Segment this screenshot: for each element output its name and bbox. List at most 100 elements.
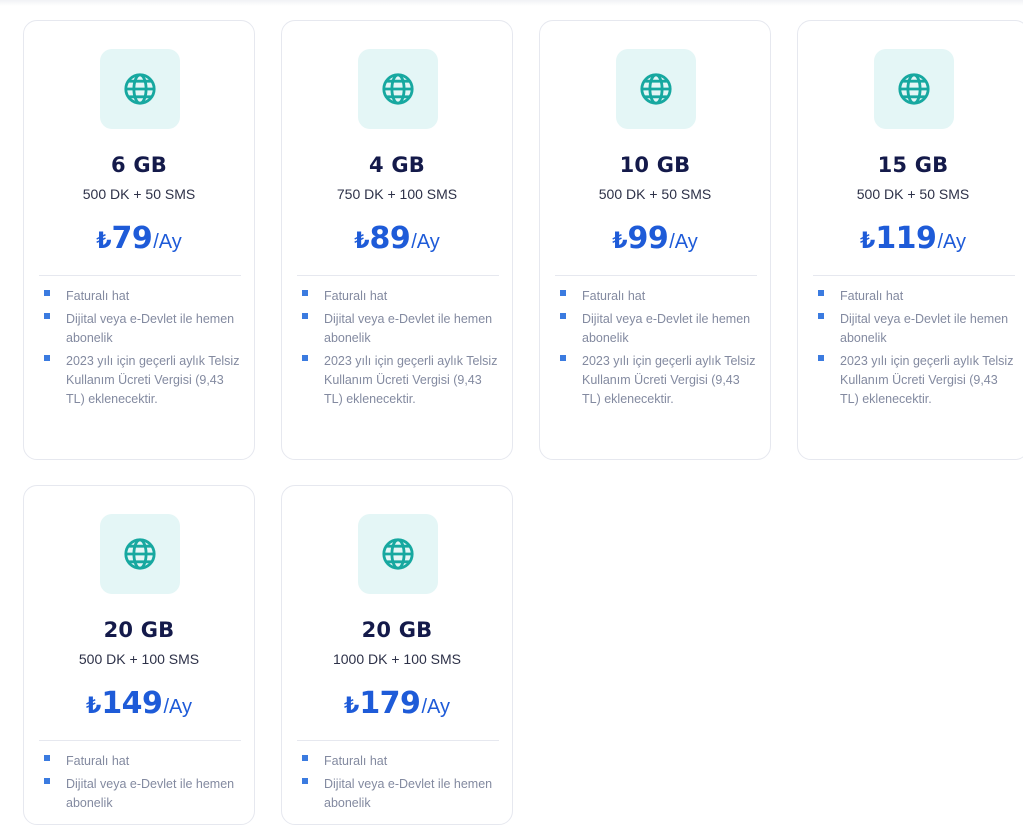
plan-data-amount: 20 GB [361,618,433,642]
feature-text: Dijital veya e-Devlet ile hemen abonelik [66,777,235,810]
plan-price: ₺89/Ay [282,221,512,256]
plan-card[interactable]: 10 GB 500 DK + 50 SMS ₺99/Ay Faturalı ha… [539,20,771,460]
price-amount: 79 [111,221,153,256]
globe-icon [382,73,414,105]
plan-price: ₺99/Ay [540,221,770,256]
plan-card[interactable]: 15 GB 500 DK + 50 SMS ₺119/Ay Faturalı h… [797,20,1023,460]
plan-minutes-sms: 500 DK + 100 SMS [78,651,200,667]
globe-icon [124,538,156,570]
plan-icon-box [874,49,954,129]
bullet-square-icon [302,290,308,296]
plan-minutes-sms: 1000 DK + 100 SMS [332,651,462,667]
plan-price: ₺79/Ay [24,221,254,256]
currency-symbol: ₺ [96,229,112,254]
plan-card[interactable]: 4 GB 750 DK + 100 SMS ₺89/Ay Faturalı ha… [281,20,513,460]
price-period: /Ay [937,231,966,253]
feature-list: Faturalı hat Dijital veya e-Devlet ile h… [302,752,502,817]
feature-item: Dijital veya e-Devlet ile hemen abonelik [302,775,502,813]
feature-item: Faturalı hat [560,287,760,306]
plan-minutes-sms: 500 DK + 50 SMS [856,186,970,202]
feature-text: Dijital veya e-Devlet ile hemen abonelik [66,312,235,345]
feature-list: Faturalı hat Dijital veya e-Devlet ile h… [302,287,502,413]
globe-icon [640,73,672,105]
feature-item: Dijital veya e-Devlet ile hemen abonelik [818,310,1018,348]
bullet-square-icon [560,355,566,361]
feature-item: Faturalı hat [302,287,502,306]
feature-text: Faturalı hat [66,289,130,303]
feature-text: Faturalı hat [582,289,646,303]
plan-icon-box [358,514,438,594]
plan-icon-box [100,49,180,129]
price-period: /Ay [411,231,440,253]
plan-icon-box [100,514,180,594]
currency-symbol: ₺ [86,694,102,719]
plan-data-amount: 4 GB [369,153,425,177]
bullet-square-icon [44,355,50,361]
bullet-square-icon [44,778,50,784]
feature-list: Faturalı hat Dijital veya e-Devlet ile h… [44,287,244,413]
plan-data-amount: 20 GB [103,618,175,642]
feature-text: 2023 yılı için geçerli aylık Telsiz Kull… [840,354,1014,406]
price-amount: 89 [369,221,411,256]
currency-symbol: ₺ [344,694,360,719]
feature-item: Faturalı hat [44,752,244,771]
feature-list: Faturalı hat Dijital veya e-Devlet ile h… [44,752,244,817]
currency-symbol: ₺ [612,229,628,254]
feature-text: Faturalı hat [324,754,388,768]
feature-text: Dijital veya e-Devlet ile hemen abonelik [324,777,493,810]
currency-symbol: ₺ [860,229,876,254]
plan-minutes-sms: 500 DK + 50 SMS [598,186,712,202]
plan-card[interactable]: 6 GB 500 DK + 50 SMS ₺79/Ay Faturalı hat… [23,20,255,460]
divider [39,740,241,741]
bullet-square-icon [44,313,50,319]
feature-text: Faturalı hat [66,754,130,768]
feature-text: Dijital veya e-Devlet ile hemen abonelik [582,312,751,345]
feature-item: Faturalı hat [302,752,502,771]
plan-price: ₺119/Ay [798,221,1023,256]
feature-item: 2023 yılı için geçerli aylık Telsiz Kull… [44,352,244,409]
plan-data-amount: 10 GB [619,153,691,177]
plan-data-amount: 15 GB [877,153,949,177]
feature-item: 2023 yılı için geçerli aylık Telsiz Kull… [560,352,760,409]
feature-text: 2023 yılı için geçerli aylık Telsiz Kull… [324,354,498,406]
feature-item: Dijital veya e-Devlet ile hemen abonelik [560,310,760,348]
price-amount: 179 [359,686,421,721]
bullet-square-icon [302,778,308,784]
feature-item: Dijital veya e-Devlet ile hemen abonelik [44,310,244,348]
plan-minutes-sms: 750 DK + 100 SMS [336,186,458,202]
feature-text: 2023 yılı için geçerli aylık Telsiz Kull… [582,354,756,406]
bullet-square-icon [818,290,824,296]
price-amount: 99 [627,221,669,256]
globe-icon [382,538,414,570]
currency-symbol: ₺ [354,229,370,254]
bullet-square-icon [302,313,308,319]
plan-data-amount: 6 GB [111,153,167,177]
bullet-square-icon [818,313,824,319]
feature-item: Dijital veya e-Devlet ile hemen abonelik [302,310,502,348]
feature-text: Faturalı hat [840,289,904,303]
price-period: /Ay [421,696,450,718]
feature-text: Dijital veya e-Devlet ile hemen abonelik [324,312,493,345]
bullet-square-icon [818,355,824,361]
feature-list: Faturalı hat Dijital veya e-Devlet ile h… [560,287,760,413]
plan-card[interactable]: 20 GB 1000 DK + 100 SMS ₺179/Ay Faturalı… [281,485,513,825]
bullet-square-icon [302,755,308,761]
bullet-square-icon [302,355,308,361]
price-period: /Ay [163,696,192,718]
price-period: /Ay [669,231,698,253]
plan-icon-box [358,49,438,129]
feature-list: Faturalı hat Dijital veya e-Devlet ile h… [818,287,1018,413]
top-shadow [0,0,1023,6]
feature-text: Faturalı hat [324,289,388,303]
feature-item: Faturalı hat [44,287,244,306]
feature-item: 2023 yılı için geçerli aylık Telsiz Kull… [302,352,502,409]
feature-item: 2023 yılı için geçerli aylık Telsiz Kull… [818,352,1018,409]
bullet-square-icon [560,290,566,296]
plan-price: ₺179/Ay [282,686,512,721]
bullet-square-icon [560,313,566,319]
price-amount: 119 [875,221,937,256]
plan-icon-box [616,49,696,129]
plan-card[interactable]: 20 GB 500 DK + 100 SMS ₺149/Ay Faturalı … [23,485,255,825]
divider [813,275,1015,276]
